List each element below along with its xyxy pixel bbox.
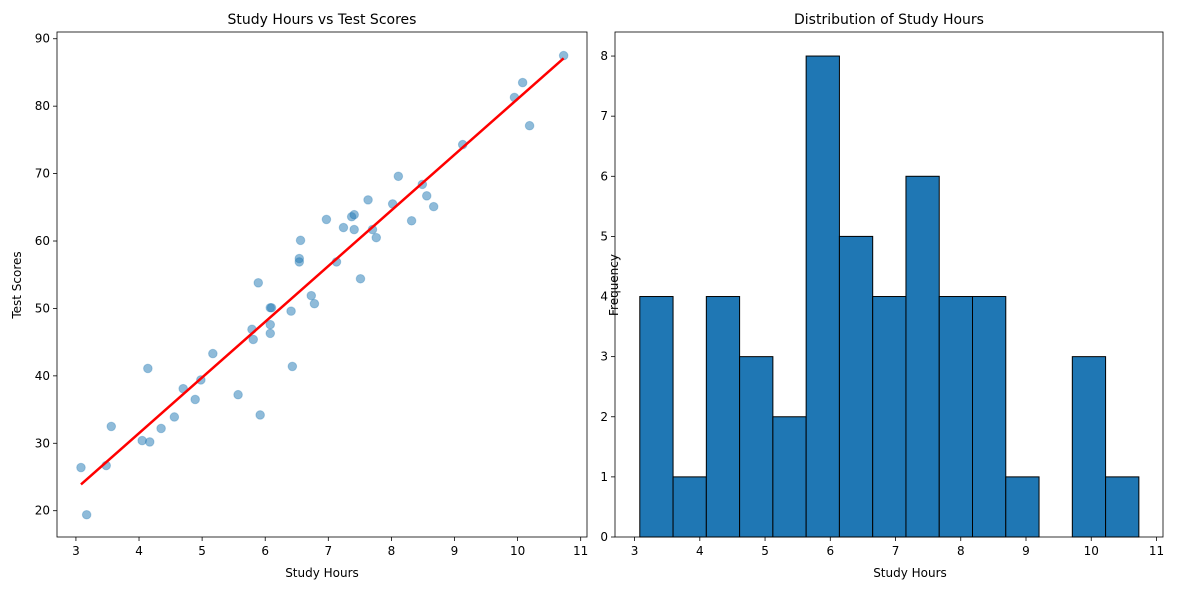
scatter-plot: Study Hours vs Test Scores Study Hours T…: [10, 12, 588, 580]
scatter-point: [355, 273, 366, 284]
scatter-ytick-label: 90: [35, 32, 50, 46]
scatter-point: [169, 412, 180, 422]
scatter-ytick-label: 20: [35, 504, 50, 518]
scatter-point: [190, 394, 200, 405]
scatter-point: [81, 509, 92, 520]
histogram-bar: [805, 55, 840, 538]
histogram-xtick-label: 5: [761, 544, 769, 558]
scatter-xtick-label: 3: [72, 544, 80, 558]
scatter-xtick-label: 11: [573, 544, 588, 558]
scatter-point: [363, 195, 373, 205]
histogram-ytick-label: 5: [600, 229, 608, 243]
histogram-bar: [705, 296, 741, 538]
scatter-point: [309, 298, 320, 309]
scatter-ytick-label: 50: [35, 301, 50, 315]
histogram-ytick-label: 4: [600, 290, 608, 304]
scatter-point: [143, 363, 153, 374]
scatter-ylabel: Test Scores: [10, 251, 24, 319]
histogram-xtick-label: 3: [631, 544, 639, 558]
histogram-bar: [1071, 356, 1107, 538]
histogram-ytick-label: 3: [600, 350, 608, 364]
scatter-point: [294, 257, 305, 267]
scatter-xtick-label: 9: [451, 544, 459, 558]
scatter-point: [338, 222, 349, 233]
histogram-xtick-label: 8: [957, 544, 965, 558]
histogram-xtick-label: 10: [1084, 544, 1099, 558]
histogram-xtick-label: 11: [1149, 544, 1164, 558]
histogram-bar: [1005, 476, 1040, 538]
scatter-point: [524, 120, 535, 131]
scatter-xlabel: Study Hours: [285, 566, 359, 580]
scatter-point: [255, 410, 265, 420]
histogram-bar: [672, 476, 707, 538]
histogram-bar: [772, 416, 807, 538]
scatter-ytick-label: 60: [35, 234, 50, 248]
histogram-ytick-label: 1: [600, 470, 608, 484]
scatter-xtick-label: 5: [198, 544, 206, 558]
histogram-ytick-label: 0: [600, 530, 608, 544]
scatter-xtick-label: 10: [510, 544, 525, 558]
histogram-ytick-label: 7: [600, 109, 608, 123]
histogram-ytick-label: 2: [600, 410, 608, 424]
histogram-bar: [1105, 476, 1140, 538]
histogram-bar: [938, 296, 974, 538]
scatter-xtick-label: 7: [324, 544, 332, 558]
scatter-point: [208, 348, 218, 359]
histogram-ytick-label: 6: [600, 169, 608, 183]
scatter-point: [265, 319, 276, 330]
scatter-point: [371, 232, 382, 243]
scatter-point: [144, 437, 155, 447]
scatter-point: [76, 462, 86, 473]
scatter-point: [265, 328, 276, 339]
scatter-point: [286, 306, 296, 316]
histogram: Distribution of Study Hours Study Hours …: [600, 12, 1164, 580]
scatter-ytick-label: 70: [35, 167, 50, 181]
histogram-bar: [838, 235, 874, 538]
scatter-point: [253, 278, 264, 288]
scatter-point: [156, 423, 166, 434]
scatter-xtick-label: 6: [261, 544, 269, 558]
histogram-bar: [872, 296, 907, 538]
scatter-point: [321, 214, 332, 225]
scatter-point: [421, 191, 432, 201]
histogram-bar: [905, 175, 940, 538]
scatter-point: [306, 290, 317, 301]
scatter-point: [106, 421, 117, 432]
scatter-point: [349, 224, 359, 235]
scatter-point: [517, 77, 528, 88]
scatter-point: [393, 171, 404, 182]
scatter-xtick-label: 8: [388, 544, 396, 558]
scatter-point: [349, 209, 359, 220]
scatter-title: Study Hours vs Test Scores: [228, 12, 417, 28]
histogram-xtick-label: 9: [1022, 544, 1030, 558]
scatter-ytick-label: 30: [35, 436, 50, 450]
histogram-bar: [739, 356, 774, 538]
regression-line: [80, 57, 565, 486]
scatter-ytick-label: 40: [35, 369, 50, 383]
scatter-point: [295, 235, 306, 246]
histogram-xlabel: Study Hours: [873, 566, 947, 580]
scatter-frame: [56, 31, 588, 538]
scatter-point: [266, 302, 277, 313]
histogram-bar: [972, 296, 1007, 538]
scatter-point: [248, 334, 259, 345]
scatter-point: [287, 361, 298, 372]
histogram-ylabel: Frequency: [607, 254, 621, 316]
scatter-point: [233, 389, 243, 400]
histogram-frame: [614, 31, 1164, 538]
histogram-ytick-label: 8: [600, 49, 608, 63]
scatter-ytick-label: 80: [35, 99, 50, 113]
scatter-xtick-label: 4: [135, 544, 143, 558]
scatter-point: [428, 201, 439, 212]
histogram-xtick-label: 4: [696, 544, 704, 558]
scatter-point: [406, 215, 417, 226]
histogram-xtick-label: 6: [826, 544, 834, 558]
histogram-bar: [639, 296, 674, 538]
histogram-title: Distribution of Study Hours: [794, 12, 984, 28]
histogram-xtick-label: 7: [892, 544, 900, 558]
